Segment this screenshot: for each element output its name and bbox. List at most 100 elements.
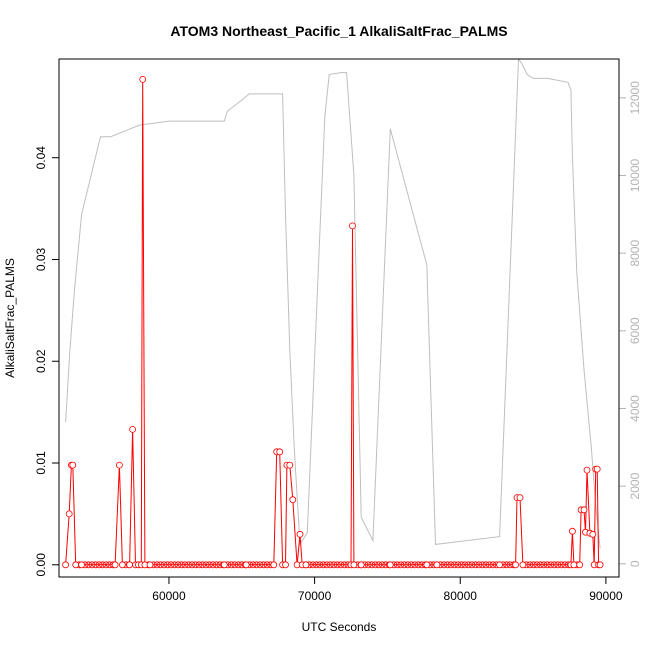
data-point xyxy=(260,561,268,569)
altitude-series xyxy=(65,57,601,549)
y-tick-label: 0.04 xyxy=(34,146,48,170)
data-point xyxy=(102,561,110,569)
y2-tick-label: 10000 xyxy=(628,158,642,192)
altitude-line xyxy=(65,57,601,549)
data-point xyxy=(253,561,261,569)
data-point xyxy=(457,561,465,569)
y2-tick-label: 8000 xyxy=(628,240,642,267)
data-point xyxy=(209,561,217,569)
data-point xyxy=(139,76,147,83)
data-point xyxy=(205,561,213,569)
x-tick-label: 70000 xyxy=(298,589,332,603)
data-point xyxy=(503,561,511,569)
data-point xyxy=(386,561,394,569)
data-point xyxy=(468,561,476,569)
data-point xyxy=(371,561,379,569)
data-point xyxy=(72,561,80,569)
data-point xyxy=(146,561,154,569)
data-point xyxy=(547,561,555,569)
y2-tick-label: 12000 xyxy=(628,81,642,115)
data-point xyxy=(129,425,137,433)
data-point xyxy=(234,561,242,569)
data-point xyxy=(519,561,527,569)
data-point xyxy=(99,561,106,569)
data-point xyxy=(496,561,504,569)
data-point xyxy=(227,561,235,569)
data-point xyxy=(461,561,469,569)
data-point xyxy=(540,561,548,569)
data-point xyxy=(443,561,451,569)
data-point xyxy=(116,461,123,469)
data-point xyxy=(357,561,365,569)
data-point xyxy=(400,561,408,569)
data-point xyxy=(202,561,210,569)
data-point xyxy=(220,561,228,569)
data-point xyxy=(119,561,126,569)
data-point xyxy=(450,561,458,569)
data-point xyxy=(199,561,206,569)
plot-frame xyxy=(58,58,620,578)
data-point xyxy=(378,561,386,569)
data-point xyxy=(580,506,588,514)
data-point xyxy=(543,561,551,569)
data-point xyxy=(596,561,604,569)
data-point xyxy=(533,561,541,569)
y-axis-label: AlkaliSaltFrac_PALMS xyxy=(3,258,17,378)
data-point xyxy=(478,561,486,569)
data-point xyxy=(433,561,441,569)
data-point xyxy=(323,561,331,569)
data-point xyxy=(302,561,310,569)
data-point xyxy=(489,561,497,569)
data-point xyxy=(482,561,490,569)
data-point xyxy=(414,561,422,569)
data-point xyxy=(312,561,320,569)
y-tick-label: 0.02 xyxy=(34,349,48,373)
data-point xyxy=(289,496,297,504)
axes: 60000 70000 80000 900000.000.010.020.030.04… xyxy=(34,81,642,603)
data-point xyxy=(375,561,383,569)
data-point xyxy=(340,561,348,569)
data-point xyxy=(92,561,99,569)
data-point xyxy=(397,561,405,569)
data-point xyxy=(231,561,239,569)
data-point xyxy=(69,461,77,469)
data-point xyxy=(589,530,597,538)
data-point xyxy=(160,561,168,569)
data-point xyxy=(404,561,412,569)
data-point xyxy=(407,561,415,569)
data-point xyxy=(440,561,448,569)
data-point xyxy=(212,561,220,569)
data-point xyxy=(349,222,356,230)
data-point xyxy=(411,561,419,569)
x-tick-label: 90000 xyxy=(589,589,623,603)
data-point xyxy=(485,561,493,569)
data-point xyxy=(195,561,203,569)
data-point xyxy=(249,561,257,569)
data-point xyxy=(85,561,92,569)
data-point xyxy=(550,561,558,569)
data-series xyxy=(62,76,604,569)
data-point xyxy=(178,561,185,569)
data-point xyxy=(576,561,584,569)
data-point xyxy=(174,561,182,569)
data-point xyxy=(242,561,250,569)
data-point xyxy=(447,561,455,569)
y2-tick-label: 0 xyxy=(628,560,642,567)
data-point xyxy=(164,561,171,569)
data-point xyxy=(192,561,199,569)
y2-tick-label: 4000 xyxy=(628,395,642,422)
data-point xyxy=(282,561,289,569)
data-point xyxy=(583,466,591,474)
data-point xyxy=(554,561,562,569)
data-point xyxy=(111,561,119,569)
data-point xyxy=(167,561,175,569)
data-point xyxy=(171,561,178,569)
data-point xyxy=(126,561,134,569)
data-point xyxy=(188,561,196,569)
data-point xyxy=(270,561,278,569)
data-point xyxy=(326,561,334,569)
data-point xyxy=(423,561,431,569)
chart-title: ATOM3 Northeast_Pacific_1 AlkaliSaltFrac… xyxy=(170,23,507,39)
